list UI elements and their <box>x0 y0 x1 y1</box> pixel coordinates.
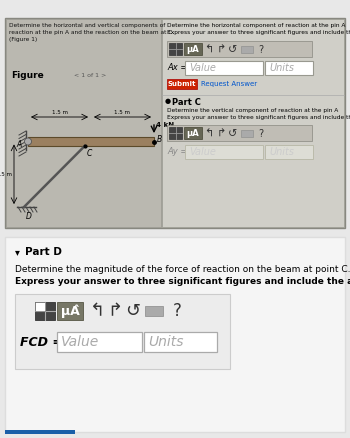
Bar <box>5 430 75 434</box>
Text: A: A <box>16 140 22 149</box>
Text: 1.5 m: 1.5 m <box>0 172 12 177</box>
Bar <box>57 302 83 320</box>
Text: μA: μA <box>187 128 199 138</box>
Circle shape <box>25 138 32 145</box>
Text: Determine the magnitude of the force of reaction on the beam at point C.: Determine the magnitude of the force of … <box>15 265 350 274</box>
Bar <box>167 41 312 57</box>
Bar <box>5 18 345 228</box>
Bar <box>5 237 345 432</box>
Text: Units: Units <box>269 63 294 73</box>
Bar <box>167 125 312 141</box>
Text: Units: Units <box>148 335 183 349</box>
Text: Request Answer: Request Answer <box>201 81 257 87</box>
Bar <box>185 61 263 75</box>
Bar <box>6 19 161 227</box>
Bar <box>185 145 263 159</box>
Text: D: D <box>26 212 32 221</box>
Text: Value: Value <box>61 335 99 349</box>
Text: 1.5 m: 1.5 m <box>114 110 131 115</box>
Text: 1.5 m: 1.5 m <box>51 110 68 115</box>
Text: ↰: ↰ <box>204 129 214 139</box>
Text: ↺: ↺ <box>228 45 238 55</box>
Bar <box>265 61 313 75</box>
Text: ↱: ↱ <box>107 302 122 320</box>
Text: ?: ? <box>258 45 264 55</box>
Text: reaction at the pin A and the reaction on the beam at C.: reaction at the pin A and the reaction o… <box>9 30 174 35</box>
Text: Determine the horizontal component of reaction at the pin A: Determine the horizontal component of re… <box>167 23 345 28</box>
Bar <box>241 130 253 137</box>
Text: Express your answer to three significant figures and include the appropriate uni: Express your answer to three significant… <box>15 277 350 286</box>
Text: Express your answer to three significant figures and include the appropriate: Express your answer to three significant… <box>167 30 350 35</box>
Text: Units: Units <box>269 147 294 157</box>
Text: Value: Value <box>189 147 216 157</box>
Text: ↺: ↺ <box>125 302 141 320</box>
Bar <box>15 294 230 369</box>
Text: Part D: Part D <box>25 247 62 257</box>
Text: C: C <box>87 149 92 158</box>
Text: (Figure 1): (Figure 1) <box>9 37 37 42</box>
Text: Submit: Submit <box>168 81 196 87</box>
Text: Part C: Part C <box>172 98 201 107</box>
Text: Express your answer to three significant figures and include the appropriate un: Express your answer to three significant… <box>167 115 350 120</box>
Text: μÂ: μÂ <box>61 304 79 318</box>
Text: ↰: ↰ <box>204 45 214 55</box>
Bar <box>28 137 154 146</box>
Text: μA: μA <box>187 45 199 53</box>
Text: 4 kN: 4 kN <box>156 122 174 128</box>
Bar <box>162 19 344 227</box>
Text: ?: ? <box>258 129 264 139</box>
Text: Determine the vertical component of reaction at the pin A: Determine the vertical component of reac… <box>167 108 338 113</box>
Text: ↱: ↱ <box>216 45 226 55</box>
Text: ▾: ▾ <box>15 247 20 257</box>
Text: ●: ● <box>165 98 171 104</box>
Bar <box>35 302 45 311</box>
Bar <box>57 332 142 352</box>
Text: ?: ? <box>173 302 181 320</box>
Text: FCD =: FCD = <box>20 336 63 349</box>
Bar <box>184 127 202 139</box>
Text: Figure: Figure <box>11 71 44 80</box>
Text: ↰: ↰ <box>90 302 105 320</box>
Text: Ay =: Ay = <box>167 146 187 155</box>
Text: B: B <box>157 135 162 144</box>
Bar <box>241 46 253 53</box>
Bar <box>145 306 163 316</box>
Bar <box>167 79 197 89</box>
Bar <box>35 302 55 320</box>
Text: Ax =: Ax = <box>167 63 187 71</box>
Bar <box>184 43 202 55</box>
Text: Determine the horizontal and vertical components of: Determine the horizontal and vertical co… <box>9 23 165 28</box>
Text: < 1 of 1 >: < 1 of 1 > <box>74 73 106 78</box>
Bar <box>144 332 217 352</box>
Text: ↱: ↱ <box>216 129 226 139</box>
Text: Value: Value <box>189 63 216 73</box>
Bar <box>169 127 182 139</box>
Text: ↺: ↺ <box>228 129 238 139</box>
Bar <box>265 145 313 159</box>
Bar <box>169 43 182 55</box>
